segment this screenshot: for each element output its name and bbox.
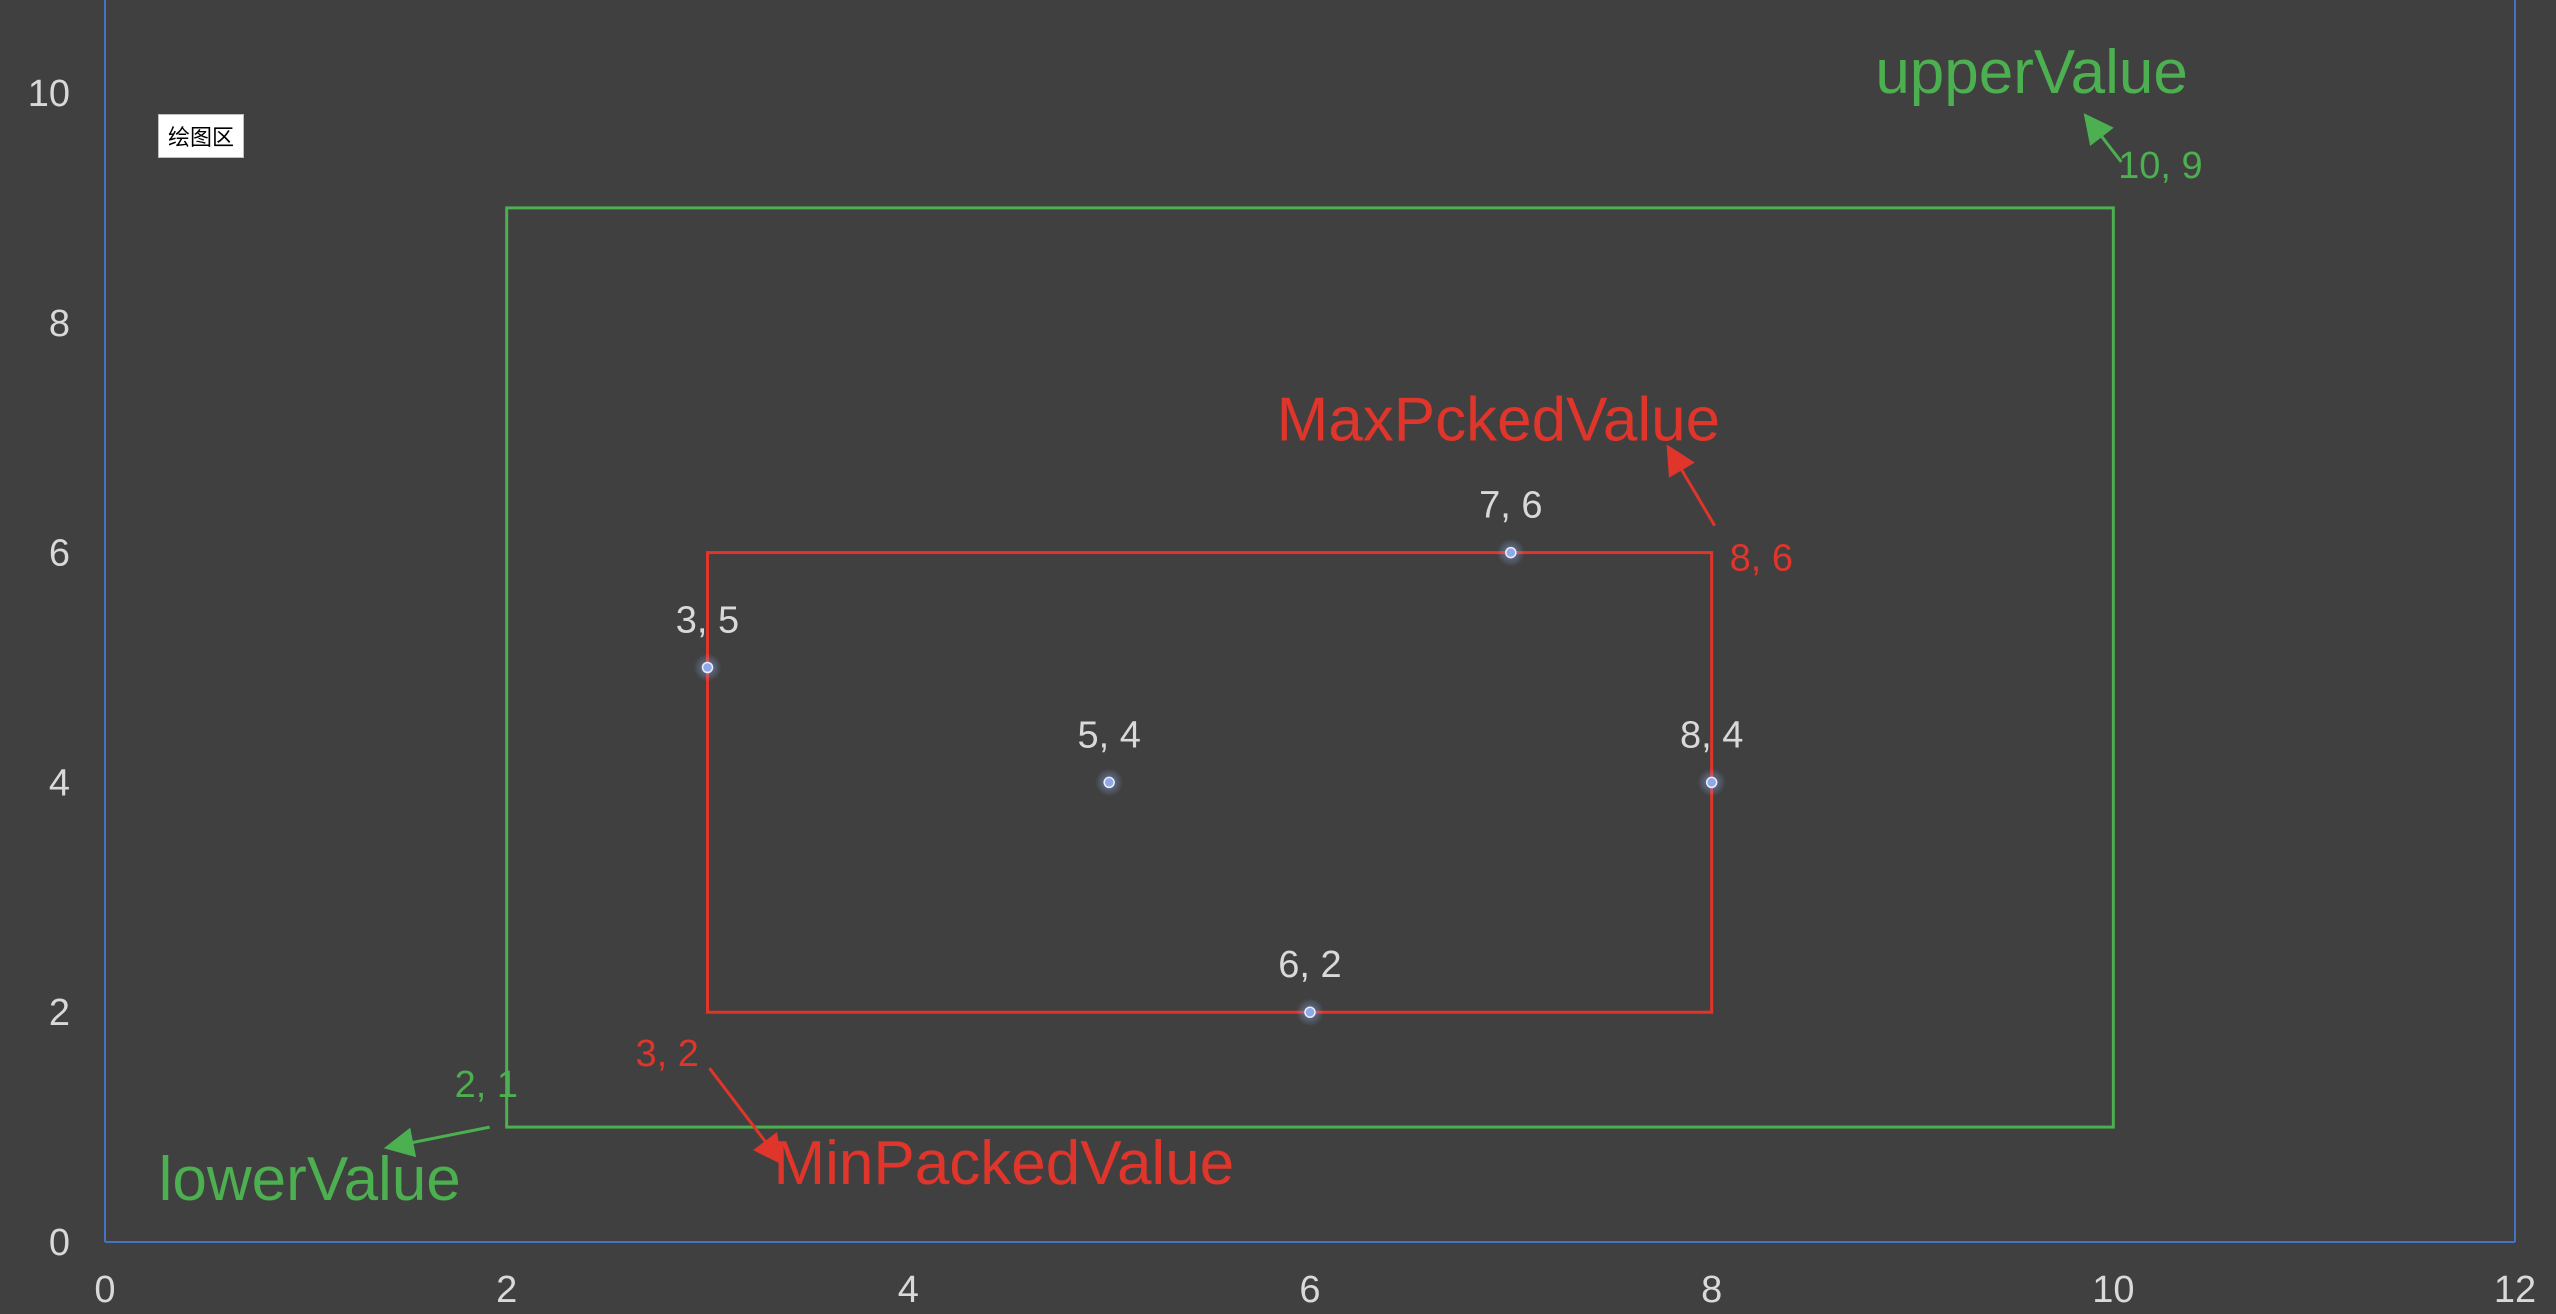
data-point-label: 8, 4 xyxy=(1680,714,1743,756)
x-axis-ticks: 0 2 4 6 8 10 12 xyxy=(94,1269,2536,1311)
upper-value-label: upperValue xyxy=(1875,38,2188,107)
min-packed-value-label: MinPackedValue xyxy=(774,1129,1235,1198)
y-tick-label: 4 xyxy=(49,762,70,804)
data-point-label: 5, 4 xyxy=(1077,714,1140,756)
data-point-label: 3, 5 xyxy=(676,600,739,642)
max-arrow xyxy=(1666,444,1716,527)
y-tick-label: 0 xyxy=(49,1222,70,1264)
annotations: 10, 9 upperValue 2, 1 lowerValue 8, 6 MaxPcke… xyxy=(159,38,2203,1214)
x-tick-label: 2 xyxy=(496,1269,517,1311)
y-tick-label: 2 xyxy=(49,992,70,1034)
lower-arrow xyxy=(383,1125,490,1158)
x-tick-label: 12 xyxy=(2494,1269,2536,1311)
axes xyxy=(104,0,2516,1243)
data-point-label: 7, 6 xyxy=(1479,485,1542,527)
upper-arrow xyxy=(2083,113,2123,163)
data-point xyxy=(1103,776,1115,789)
x-tick-label: 10 xyxy=(2092,1269,2134,1311)
lower-corner-label: 2, 1 xyxy=(455,1064,518,1106)
y-tick-label: 10 xyxy=(28,73,70,115)
inner-bounding-box xyxy=(706,551,1714,1014)
x-tick-label: 4 xyxy=(898,1269,919,1311)
max-corner-label: 8, 6 xyxy=(1730,538,1793,580)
y-tick-label: 8 xyxy=(49,303,70,345)
min-arrow xyxy=(708,1067,784,1165)
upper-corner-label: 10, 9 xyxy=(2118,145,2203,187)
data-point xyxy=(1304,1006,1316,1018)
max-packed-value-label: MaxPckedValue xyxy=(1277,386,1720,455)
x-tick-label: 8 xyxy=(1701,1269,1722,1311)
data-point xyxy=(1505,546,1517,559)
min-corner-label: 3, 2 xyxy=(636,1033,699,1075)
data-point-label: 6, 2 xyxy=(1278,944,1341,986)
lower-value-label: lowerValue xyxy=(159,1145,461,1214)
data-point xyxy=(1705,776,1718,789)
plot-area-tooltip: 绘图区 xyxy=(158,114,245,158)
data-points: 3, 5 5, 4 7, 6 8, 4 6, 2 xyxy=(676,485,1743,1027)
x-tick-label: 6 xyxy=(1299,1269,1320,1311)
y-axis-ticks: 0 2 4 6 8 10 xyxy=(28,73,70,1264)
y-tick-label: 6 xyxy=(49,533,70,575)
bounding-boxes xyxy=(505,206,2115,1129)
data-point xyxy=(701,661,714,674)
x-tick-label: 0 xyxy=(94,1269,115,1311)
outer-bounding-box xyxy=(505,206,2115,1129)
